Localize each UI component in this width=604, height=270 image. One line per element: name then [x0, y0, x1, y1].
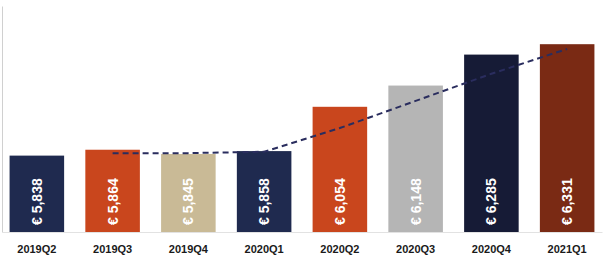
y-axis — [2, 7, 3, 233]
data-label: € 5,838 — [29, 178, 45, 225]
x-tick: 2020Q2 — [320, 232, 359, 255]
background — [0, 0, 604, 270]
x-tick-label: 2019Q4 — [169, 243, 209, 255]
chart: € 5,838 € 5,864 € 5,845 € 5,858 € 6,054 € 6,1… — [0, 0, 604, 270]
bar — [313, 107, 368, 232]
x-axis-line — [3, 232, 603, 233]
bar — [161, 154, 216, 232]
data-labels: € 5,838 € 5,864 € 5,845 € 5,858 € 6,054 € 6,1… — [29, 178, 575, 225]
x-tick-label: 2020Q3 — [396, 243, 435, 255]
data-label: € 6,285 — [483, 178, 499, 225]
x-tick-label: 2019Q2 — [17, 243, 56, 255]
x-tick: 2019Q2 — [17, 232, 56, 255]
x-tick-label: 2020Q2 — [320, 243, 359, 255]
data-label: € 6,148 — [408, 178, 424, 225]
bar — [540, 44, 595, 232]
x-tick-label: 2021Q1 — [548, 243, 587, 255]
x-tick: 2020Q4 — [472, 232, 512, 255]
x-axis: 2019Q2 2019Q3 2019Q4 2020Q1 2020Q2 2020Q3 2020… — [3, 232, 603, 255]
trend-line — [113, 49, 568, 153]
x-tick-label: 2020Q4 — [472, 243, 512, 255]
x-tick-label: 2019Q3 — [93, 243, 132, 255]
plot-area — [10, 44, 595, 232]
x-tick: 2020Q1 — [245, 232, 284, 255]
bar — [10, 156, 65, 232]
data-label: € 6,331 — [559, 178, 575, 225]
x-tick-label: 2020Q1 — [245, 243, 284, 255]
x-tick: 2021Q1 — [548, 232, 587, 255]
bar — [85, 150, 140, 232]
x-tick: 2019Q4 — [169, 232, 209, 255]
data-label: € 5,845 — [180, 178, 196, 225]
x-tick: 2019Q3 — [93, 232, 132, 255]
x-tick: 2020Q3 — [396, 232, 435, 255]
data-label: € 6,054 — [332, 178, 348, 225]
data-label: € 5,864 — [105, 178, 121, 225]
y-axis-line — [2, 7, 3, 233]
data-label: € 5,858 — [256, 178, 272, 225]
bar — [237, 151, 292, 232]
